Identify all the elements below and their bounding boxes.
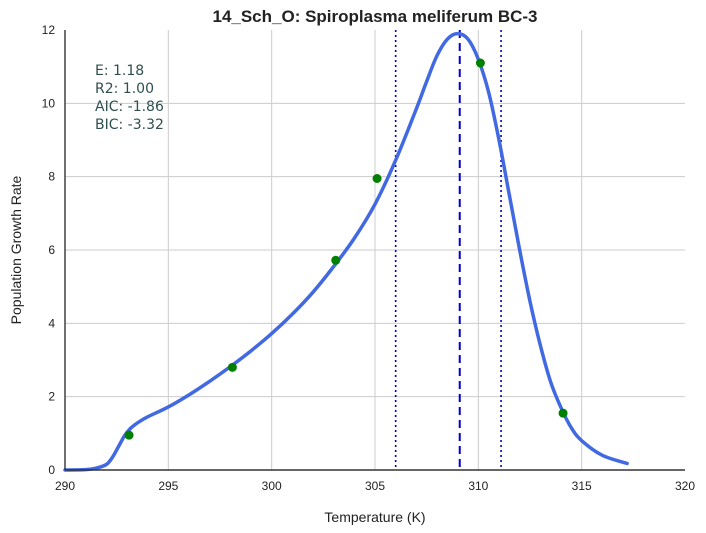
y-tick-label: 12 xyxy=(42,23,56,37)
tick-labels: 290 295 300 305 310 315 320 0 2 4 6 8 10 12 xyxy=(42,23,696,493)
y-tick-label: 4 xyxy=(48,316,55,330)
y-tick-label: 10 xyxy=(42,96,56,110)
y-tick-label: 8 xyxy=(48,170,55,184)
data-point xyxy=(372,174,382,183)
x-tick-label: 305 xyxy=(365,479,385,493)
data-point xyxy=(475,58,485,68)
x-axis-title: Temperature (K) xyxy=(324,509,425,525)
observed-points xyxy=(124,58,568,440)
fit-stat-line: E: 1.18 xyxy=(95,63,144,79)
data-point xyxy=(124,430,134,440)
axes xyxy=(64,30,685,471)
y-tick-label: 0 xyxy=(48,463,55,477)
grid xyxy=(65,30,685,470)
reference-lines xyxy=(394,30,502,470)
fit-stat-line: AIC: -1.86 xyxy=(95,99,164,115)
x-tick-label: 315 xyxy=(572,479,592,493)
fit-statistics: E: 1.18 R2: 1.00 AIC: -1.86 BIC: -3.32 xyxy=(95,63,164,133)
y-tick-label: 6 xyxy=(48,243,55,257)
chart-title: 14_Sch_O: Spiroplasma meliferum BC-3 xyxy=(212,7,537,26)
data-point xyxy=(558,408,568,418)
x-tick-label: 295 xyxy=(158,479,178,493)
fit-stat-line: R2: 1.00 xyxy=(95,81,154,97)
fit-stat-line: BIC: -3.32 xyxy=(95,117,164,133)
y-tick-label: 2 xyxy=(48,390,55,404)
x-tick-label: 310 xyxy=(468,479,488,493)
data-point xyxy=(331,255,341,265)
y-axis-title: Population Growth Rate xyxy=(8,175,24,324)
data-point xyxy=(227,362,237,372)
fitted-curve xyxy=(63,31,629,472)
x-tick-label: 300 xyxy=(262,479,282,493)
x-tick-label: 320 xyxy=(675,479,695,493)
x-tick-label: 290 xyxy=(55,479,75,493)
